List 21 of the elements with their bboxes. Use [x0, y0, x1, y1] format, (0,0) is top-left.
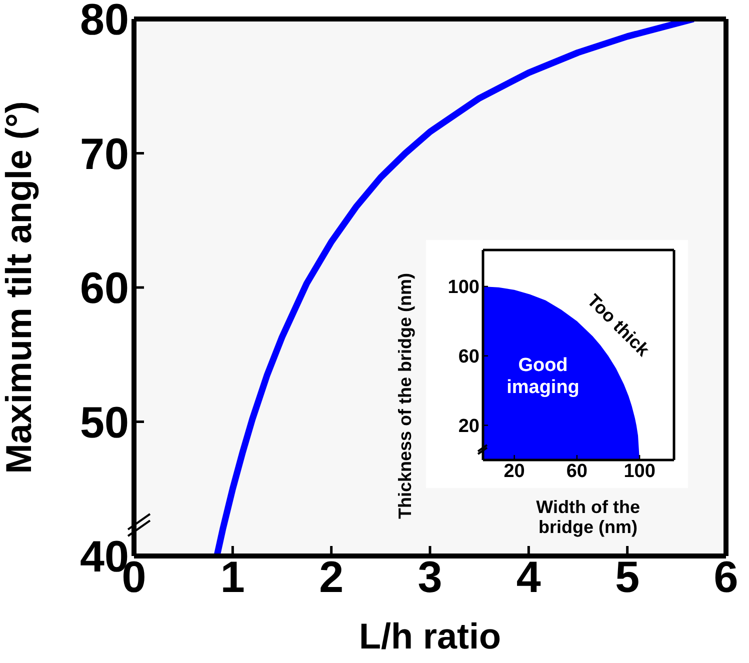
y-tick-label: 60 [80, 264, 129, 314]
y-axis-title: Thickness of the bridge (nm) [395, 272, 416, 520]
y-tick-label: 60 [458, 346, 480, 368]
annotation: Good imaging [506, 355, 580, 398]
x-tick-label: 2 [319, 553, 344, 602]
x-tick-label: 60 [566, 460, 588, 482]
y-tick-label: 100 [448, 277, 480, 298]
x-tick-label: 100 [624, 460, 656, 482]
y-tick-label: 80 [80, 0, 129, 45]
x-tick-label: 6 [714, 553, 738, 602]
y-axis-title: Maximum tilt angle (°) [0, 101, 39, 474]
x-tick-label: 3 [418, 553, 442, 602]
y-tick-label: 70 [80, 130, 129, 179]
x-tick-label: 1 [220, 553, 245, 602]
x-tick-label: 5 [615, 553, 640, 602]
x-axis-title: Width of the bridge (nm) [536, 497, 640, 537]
x-tick-label: 4 [516, 553, 542, 602]
y-tick-label: 50 [80, 398, 129, 448]
x-axis-title: L/h ratio [359, 615, 501, 656]
y-tick-label: 20 [458, 416, 480, 438]
x-tick-label: 20 [504, 460, 525, 482]
